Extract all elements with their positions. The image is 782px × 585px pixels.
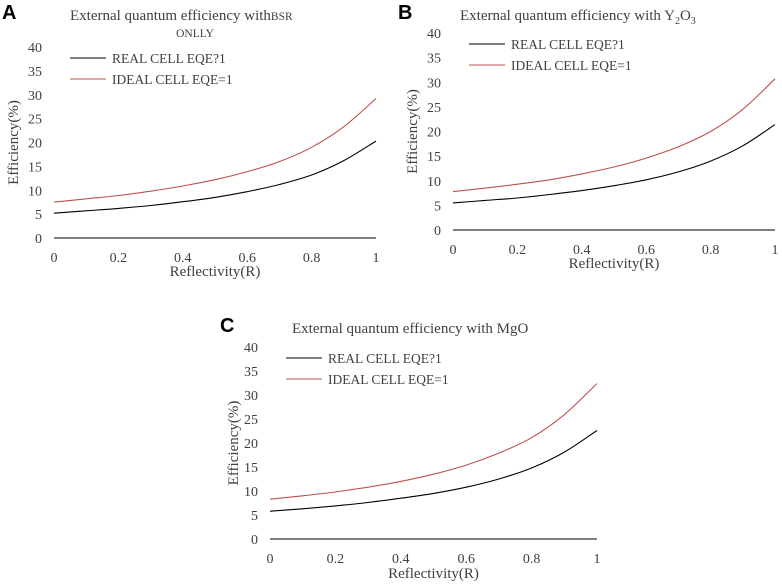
panel-b-y-tick-label: 15: [427, 150, 441, 165]
panel-c-ylabel: Efficiency(%): [226, 401, 242, 486]
panel-b: B External quantum efficiency with Y2O3 …: [398, 2, 779, 272]
panel-c-y-tick-label: 25: [244, 413, 258, 428]
panel-b-y-ticks: 0 5 10 15 20 25 30 35 40: [427, 27, 441, 239]
panel-b-series-ideal: [452, 78, 776, 193]
panel-b-y-tick-label: 5: [434, 199, 441, 214]
panel-b-series-real: [452, 124, 776, 204]
panel-b-x-tick-label: 0.4: [573, 243, 591, 258]
panel-a-y-tick-label: 35: [28, 65, 42, 80]
panel-a-xlabel: Reflectivity(R): [170, 264, 261, 280]
panel-b-x-tick-label: 0.2: [509, 243, 527, 258]
panel-a-y-tick-label: 5: [35, 208, 42, 223]
panel-letter-a: A: [2, 2, 16, 24]
panel-b-title: External quantum efficiency with Y2O3: [460, 8, 696, 27]
panel-b-legend-real: REAL CELL EQE?1: [511, 37, 625, 52]
panel-c-series-ideal: [269, 383, 598, 500]
panel-b-title-sub1: 2: [675, 16, 680, 27]
panel-a-x-tick-label: 1: [373, 251, 380, 266]
panel-a: A External quantum efficiency with BSR O…: [2, 2, 380, 280]
panel-c-y-tick-label: 20: [244, 437, 258, 452]
panel-b-legend: REAL CELL EQE?1 IDEAL CELL EQE=1: [469, 37, 632, 73]
panel-a-y-tick-label: 25: [28, 113, 42, 128]
panel-b-y-tick-label: 35: [427, 52, 441, 67]
panel-letter-b: B: [398, 2, 412, 24]
panel-b-title-main: External quantum efficiency with Y: [460, 8, 675, 24]
panel-a-y-tick-label: 0: [35, 232, 42, 247]
panel-b-x-tick-label: 0: [450, 243, 457, 258]
panel-b-y-tick-label: 25: [427, 101, 441, 116]
panel-c-legend-ideal: IDEAL CELL EQE=1: [328, 372, 449, 387]
panel-a-y-tick-label: 15: [28, 160, 42, 175]
panel-b-title-mid: O: [680, 8, 691, 24]
panel-a-legend-ideal: IDEAL CELL EQE=1: [112, 72, 233, 87]
panel-c-y-ticks: 0 5 10 15 20 25 30 35 40: [244, 341, 258, 548]
panel-a-y-tick-label: 30: [28, 89, 42, 104]
panel-b-y-tick-label: 40: [427, 27, 441, 42]
panel-b-y-tick-label: 20: [427, 126, 441, 141]
panel-c-title: External quantum efficiency with MgO: [292, 321, 528, 337]
panel-c-series-real: [269, 430, 598, 512]
panel-a-x-tick-label: 0.2: [110, 251, 128, 266]
panel-a-y-tick-label: 20: [28, 137, 42, 152]
panel-c-x-tick-label: 1: [594, 552, 601, 567]
panel-b-x-tick-label: 0.6: [637, 243, 655, 258]
panel-c-y-tick-label: 5: [251, 509, 258, 524]
panel-c-y-tick-label: 10: [244, 485, 258, 500]
panel-a-y-tick-label: 10: [28, 184, 42, 199]
panel-c-x-tick-label: 0.6: [457, 552, 475, 567]
panel-a-x-tick-label: 0.6: [238, 251, 256, 266]
panel-a-title-suffix: ONLLY: [176, 28, 215, 40]
panel-b-y-tick-label: 0: [434, 224, 441, 239]
panel-b-x-ticks: 0 0.2 0.4 0.6 0.8 1: [450, 243, 779, 258]
panel-a-x-tick-label: 0: [51, 251, 58, 266]
panel-a-series-real: [53, 140, 377, 214]
panel-b-y-tick-label: 30: [427, 76, 441, 91]
panel-c-x-ticks: 0 0.2 0.4 0.6 0.8 1: [267, 552, 601, 567]
panel-c-x-tick-label: 0.8: [523, 552, 541, 567]
panel-b-x-tick-label: 1: [772, 243, 779, 258]
panel-a-y-tick-label: 40: [28, 41, 42, 56]
panel-b-title-sub2: 3: [691, 16, 696, 27]
panel-c-xlabel: Reflectivity(R): [388, 566, 479, 582]
panel-c-y-tick-label: 40: [244, 341, 258, 356]
panel-a-legend-real: REAL CELL EQE?1: [112, 51, 226, 66]
panel-b-y-tick-label: 10: [427, 175, 441, 190]
panel-a-legend: REAL CELL EQE?1 IDEAL CELL EQE=1: [70, 51, 233, 87]
panel-c-x-tick-label: 0.4: [392, 552, 410, 567]
panel-c: C External quantum efficiency with MgO 0…: [220, 315, 601, 582]
panel-a-title-suffix-bsr: BSR: [271, 11, 293, 23]
panel-b-xlabel: Reflectivity(R): [569, 256, 660, 272]
panel-a-x-tick-label: 0.8: [303, 251, 321, 266]
panel-c-legend-real: REAL CELL EQE?1: [328, 351, 442, 366]
panel-c-y-tick-label: 0: [251, 533, 258, 548]
panel-a-series-ideal: [53, 98, 377, 203]
panel-c-x-tick-label: 0.2: [327, 552, 345, 567]
panel-b-legend-ideal: IDEAL CELL EQE=1: [511, 58, 632, 73]
panel-b-x-tick-label: 0.8: [702, 243, 720, 258]
panel-a-x-ticks: 0 0.2 0.4 0.6 0.8 1: [51, 251, 380, 266]
panel-a-ylabel: Efficiency(%): [6, 100, 22, 185]
panel-c-y-tick-label: 15: [244, 461, 258, 476]
panel-c-x-tick-label: 0: [267, 552, 274, 567]
panel-c-y-tick-label: 35: [244, 365, 258, 380]
panel-letter-c: C: [220, 315, 234, 337]
panel-c-legend: REAL CELL EQE?1 IDEAL CELL EQE=1: [286, 351, 449, 387]
panel-b-ylabel: Efficiency(%): [405, 89, 421, 174]
panel-c-y-tick-label: 30: [244, 389, 258, 404]
panel-a-x-tick-label: 0.4: [174, 251, 192, 266]
panel-a-y-ticks: 0 5 10 15 20 25 30 35 40: [28, 41, 42, 247]
panel-a-title: External quantum efficiency with: [70, 8, 271, 24]
